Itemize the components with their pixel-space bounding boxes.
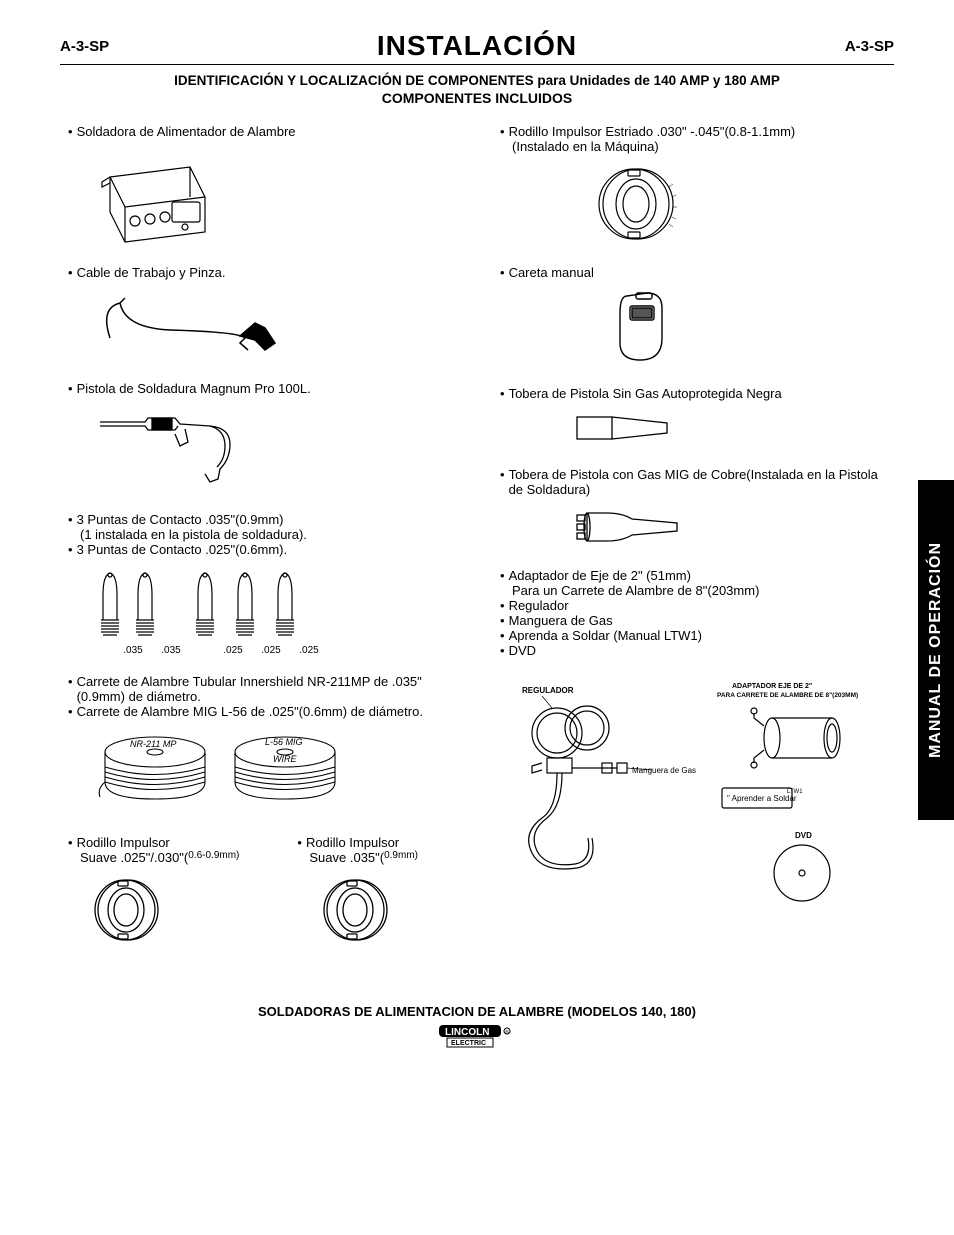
gun-illustration (90, 404, 462, 494)
label-ltw1: LTW1 (787, 789, 803, 795)
spool-label-2: L-56 MIG (265, 737, 303, 747)
cable-illustration (90, 288, 462, 363)
item-cable: •Cable de Trabajo y Pinza. (60, 265, 462, 280)
subtitle-line1: IDENTIFICACIÓN Y LOCALIZACIÓN DE COMPONE… (60, 73, 894, 88)
label-regulador: REGULADOR (522, 686, 574, 695)
subtitle-line2: COMPONENTES INCLUIDOS (60, 90, 894, 106)
item-spool2: •Carrete de Alambre MIG L-56 de .025"(0.… (60, 704, 462, 719)
roll2-illustration (319, 873, 418, 948)
item-regulator: •Regulador (492, 598, 894, 613)
side-tab: MANUAL DE OPERACIÓN (918, 480, 954, 820)
tips-illustration: .035 .035 .025 .025 .025 (90, 565, 462, 656)
item-knurled: •Rodillo Impulsor Estriado .030" -.045"(… (492, 124, 894, 139)
tip-labels: .035 .035 .025 .025 .025 (120, 645, 462, 656)
item-dvd: •DVD (492, 643, 894, 658)
mask-illustration (612, 288, 894, 368)
item-hose: •Manguera de Gas (492, 613, 894, 628)
label-aprender: " Aprender a Soldar (727, 794, 797, 803)
brand-logo: LINCOLN ® ELECTRIC (60, 1023, 894, 1049)
item-welder: •Soldadora de Alimentador de Alambre (60, 124, 462, 139)
nozzle1-illustration (572, 409, 894, 449)
svg-text:LINCOLN: LINCOLN (445, 1027, 489, 1038)
spools-illustration: NR-211 MP L-56 MIG WIRE (90, 727, 462, 817)
item-nozzle1: •Tobera de Pistola Sin Gas Autoprotegida… (492, 386, 894, 401)
page-header: A-3-SP INSTALACIÓN A-3-SP (60, 30, 894, 65)
header-left: A-3-SP (60, 38, 109, 55)
label-adaptador: ADAPTADOR EJE DE 2" (732, 683, 812, 690)
item-knurledb: (Instalado en la Máquina) (512, 139, 894, 154)
item-spool1: •Carrete de Alambre Tubular Innershield … (60, 674, 462, 704)
item-roll2: •Rodillo Impulsor (289, 835, 418, 850)
item-tips1: •3 Puntas de Contacto .035"(0.9mm) (60, 512, 462, 527)
svg-text:ELECTRIC: ELECTRIC (451, 1040, 486, 1047)
knurled-illustration (592, 162, 894, 247)
right-column: •Rodillo Impulsor Estriado .030" -.045"(… (492, 124, 894, 974)
item-nozzle2: •Tobera de Pistola con Gas MIG de Cobre(… (492, 467, 894, 497)
item-learn: •Aprenda a Soldar (Manual LTW1) (492, 628, 894, 643)
label-manguera: Manguera de Gas (632, 766, 696, 775)
svg-text:®: ® (505, 1029, 509, 1036)
item-mask: •Careta manual (492, 265, 894, 280)
item-tips2: •3 Puntas de Contacto .025"(0.6mm). (60, 542, 462, 557)
spool-label-2b: WIRE (273, 754, 297, 764)
nozzle2-illustration (572, 505, 894, 550)
header-title: INSTALACIÓN (377, 30, 577, 62)
spool-label-1: NR-211 MP (130, 739, 176, 749)
label-adaptador2: PARA CARRETE DE ALAMBRE DE 8"(203MM) (717, 692, 858, 699)
item-gun: •Pistola de Soldadura Magnum Pro 100L. (60, 381, 462, 396)
item-roll1b: Suave .025"/.030"(0.6-0.9mm) (80, 850, 239, 865)
welder-illustration (90, 147, 462, 247)
item-tips1b: (1 instalada en la pistola de soldadura)… (80, 527, 462, 542)
left-column: •Soldadora de Alimentador de Alambre (60, 124, 462, 974)
header-right: A-3-SP (845, 38, 894, 55)
item-adapter: •Adaptador de Eje de 2" (51mm) (492, 568, 894, 583)
label-dvd: DVD (795, 831, 812, 840)
item-adapterb: Para un Carrete de Alambre de 8"(203mm) (512, 583, 894, 598)
footer-text: SOLDADORAS DE ALIMENTACION DE ALAMBRE (M… (60, 1004, 894, 1019)
item-roll1: •Rodillo Impulsor (60, 835, 239, 850)
item-roll2b: Suave .035"(0.9mm) (309, 850, 418, 865)
roll1-illustration (90, 873, 239, 948)
accessories-diagram: REGULADOR ADAPTADOR EJE DE 2" PARA CARRE… (502, 678, 894, 908)
